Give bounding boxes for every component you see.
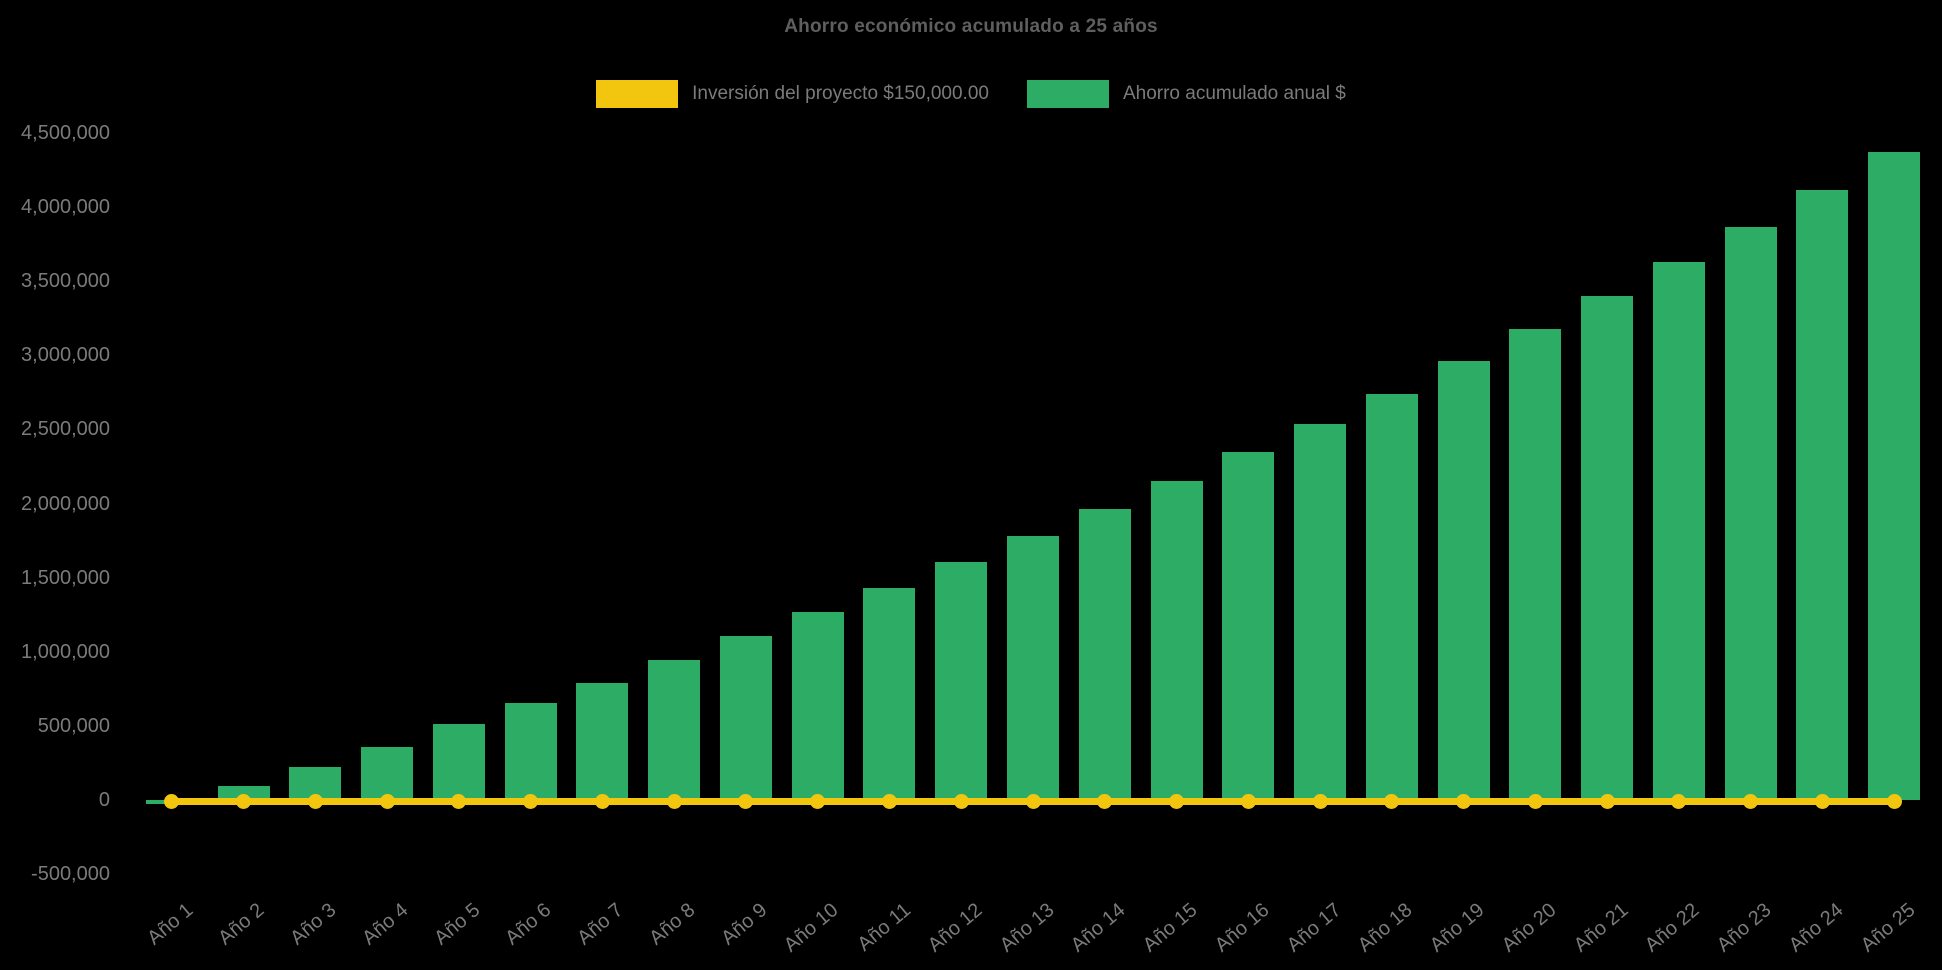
line-point-ano-9[interactable] xyxy=(738,794,754,809)
y-axis-tick-label: 3,000,000 xyxy=(21,344,110,367)
line-point-ano-13[interactable] xyxy=(1025,794,1041,809)
line-point-ano-3[interactable] xyxy=(307,794,323,809)
bar-ano-23[interactable] xyxy=(1724,227,1777,800)
chart-title: Ahorro económico acumulado a 25 años xyxy=(784,16,1158,37)
x-axis-label-ano-22: Año 22 xyxy=(1641,899,1704,957)
line-point-ano-16[interactable] xyxy=(1240,794,1256,809)
line-point-ano-15[interactable] xyxy=(1169,794,1185,809)
x-axis-label-ano-15: Año 15 xyxy=(1138,899,1202,957)
bar-ano-17[interactable] xyxy=(1294,423,1347,800)
line-point-ano-23[interactable] xyxy=(1743,794,1759,809)
x-axis-label-ano-12: Año 12 xyxy=(923,899,987,957)
y-axis-tick-label: 500,000 xyxy=(37,714,110,737)
x-axis-label-ano-23: Año 23 xyxy=(1713,899,1776,957)
bar-ano-18[interactable] xyxy=(1365,393,1418,800)
legend-item-investment[interactable]: Inversión del proyecto $150,000.00 xyxy=(596,80,989,108)
bar-ano-14[interactable] xyxy=(1078,508,1131,800)
x-axis-label-ano-25: Año 25 xyxy=(1856,899,1920,957)
bar-ano-8[interactable] xyxy=(648,659,701,800)
y-axis-tick-label: 1,000,000 xyxy=(21,640,110,663)
x-axis-label-ano-6: Año 6 xyxy=(501,899,556,950)
line-point-ano-14[interactable] xyxy=(1097,794,1113,809)
line-point-ano-17[interactable] xyxy=(1312,794,1328,809)
x-axis-label-ano-10: Año 10 xyxy=(780,899,843,957)
legend-swatch-savings xyxy=(1026,80,1109,108)
x-axis-label-ano-18: Año 18 xyxy=(1354,899,1417,957)
x-axis-label-ano-5: Año 5 xyxy=(429,899,485,950)
bar-ano-22[interactable] xyxy=(1652,261,1705,800)
x-axis-label-ano-13: Año 13 xyxy=(995,899,1059,957)
legend-label-savings: Ahorro acumulado anual $ xyxy=(1122,83,1346,104)
bar-ano-9[interactable] xyxy=(719,636,772,800)
x-axis-label-ano-21: Año 21 xyxy=(1569,899,1633,957)
x-axis-label-ano-9: Año 9 xyxy=(716,899,772,950)
x-axis-label-ano-19: Año 19 xyxy=(1426,899,1489,957)
line-point-ano-11[interactable] xyxy=(881,794,897,809)
line-point-ano-5[interactable] xyxy=(451,794,467,809)
line-point-ano-2[interactable] xyxy=(236,794,252,809)
y-axis-tick-label: 3,500,000 xyxy=(21,270,110,293)
line-point-ano-12[interactable] xyxy=(953,794,969,809)
x-axis-label-ano-4: Año 4 xyxy=(358,899,413,950)
y-axis-tick-label: -500,000 xyxy=(31,863,110,886)
y-axis-tick-label: 2,500,000 xyxy=(21,418,110,441)
bar-ano-25[interactable] xyxy=(1868,152,1921,800)
x-axis-label-ano-11: Año 11 xyxy=(853,899,915,956)
x-axis-label-ano-14: Año 14 xyxy=(1067,899,1130,957)
x-axis-label-ano-8: Año 8 xyxy=(645,899,700,950)
x-axis-label-ano-20: Año 20 xyxy=(1497,899,1561,957)
bar-ano-5[interactable] xyxy=(432,723,485,800)
bar-ano-20[interactable] xyxy=(1509,329,1562,800)
line-point-ano-25[interactable] xyxy=(1886,794,1902,809)
line-point-ano-4[interactable] xyxy=(379,794,395,809)
bar-ano-19[interactable] xyxy=(1437,361,1490,800)
legend-label-investment: Inversión del proyecto $150,000.00 xyxy=(692,83,989,104)
bar-ano-2[interactable] xyxy=(217,785,270,800)
y-axis-tick-label: 2,000,000 xyxy=(21,492,110,515)
line-point-ano-10[interactable] xyxy=(810,794,826,809)
chart-legend: Inversión del proyecto $150,000.00 Ahorr… xyxy=(0,80,1942,108)
bar-ano-4[interactable] xyxy=(361,746,414,800)
x-axis-label-ano-1: Año 1 xyxy=(142,899,198,950)
bar-ano-12[interactable] xyxy=(935,562,988,800)
y-axis-tick-label: 1,500,000 xyxy=(21,566,110,589)
line-point-ano-1[interactable] xyxy=(164,794,180,809)
bar-ano-15[interactable] xyxy=(1150,481,1203,800)
line-point-ano-6[interactable] xyxy=(523,794,539,809)
x-axis-label-ano-16: Año 16 xyxy=(1210,899,1274,957)
x-axis-label-ano-17: Año 17 xyxy=(1282,899,1346,957)
bar-ano-7[interactable] xyxy=(576,682,629,800)
bar-ano-10[interactable] xyxy=(791,611,844,800)
y-axis-tick-label: 0 xyxy=(98,789,110,811)
line-point-ano-19[interactable] xyxy=(1456,794,1472,809)
bar-ano-24[interactable] xyxy=(1796,190,1849,800)
x-axis-label-ano-7: Año 7 xyxy=(573,899,628,950)
line-point-ano-8[interactable] xyxy=(666,794,682,809)
bar-ano-6[interactable] xyxy=(504,702,557,800)
x-axis-label-ano-3: Año 3 xyxy=(286,899,341,950)
line-point-ano-24[interactable] xyxy=(1814,794,1830,809)
line-point-ano-22[interactable] xyxy=(1671,794,1687,809)
line-point-ano-7[interactable] xyxy=(594,794,610,809)
bar-ano-11[interactable] xyxy=(863,588,916,800)
legend-item-savings[interactable]: Ahorro acumulado anual $ xyxy=(1026,80,1346,108)
legend-swatch-investment xyxy=(596,80,679,108)
x-axis-label-ano-2: Año 2 xyxy=(214,899,269,950)
line-point-ano-18[interactable] xyxy=(1384,794,1400,809)
y-axis-tick-label: 4,500,000 xyxy=(21,122,110,144)
x-axis-label-ano-24: Año 24 xyxy=(1784,899,1848,957)
line-point-ano-21[interactable] xyxy=(1599,794,1615,809)
line-point-ano-20[interactable] xyxy=(1527,794,1543,809)
bar-ano-21[interactable] xyxy=(1581,296,1634,800)
y-axis-tick-label: 4,000,000 xyxy=(21,196,110,219)
bar-ano-16[interactable] xyxy=(1222,452,1275,800)
bar-ano-13[interactable] xyxy=(1007,536,1059,800)
